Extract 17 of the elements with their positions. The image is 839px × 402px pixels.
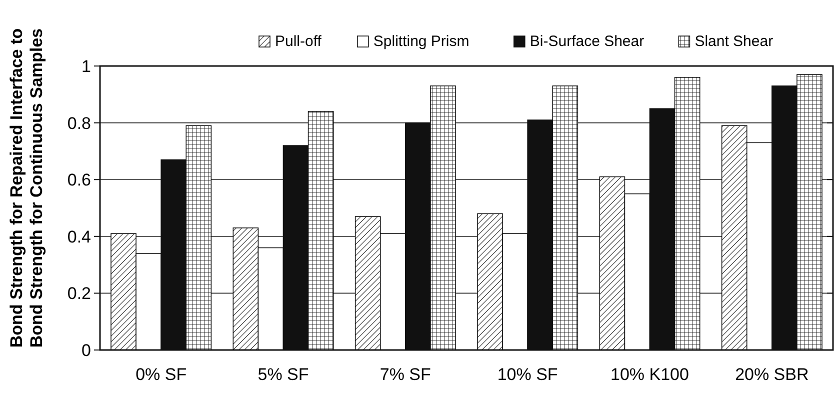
legend-label: Bi-Surface Shear — [530, 33, 644, 50]
y-tick-label: 0.6 — [67, 170, 91, 190]
y-tick-label: 0.2 — [67, 284, 91, 304]
legend-label: Pull-off — [275, 33, 322, 50]
x-tick-label: 5% SF — [258, 365, 309, 384]
legend-label: Slant Shear — [694, 33, 774, 50]
x-tick-label: 0% SF — [136, 365, 187, 384]
legend-label: Splitting Prism — [373, 33, 470, 50]
x-tick-label: 7% SF — [380, 365, 431, 384]
x-tick-label: 20% SBR — [735, 365, 809, 384]
y-tick-label: 1 — [82, 57, 91, 76]
y-tick-label: 0 — [82, 341, 91, 360]
y-axis-title: Bond Strength for Repaired Interface to Bond Strength for Continuous Samples — [7, 28, 46, 348]
x-tick-label: 10% SF — [497, 365, 558, 384]
x-tick-label: 10% K100 — [610, 365, 689, 384]
y-tick-label: 0.4 — [67, 227, 91, 246]
y-tick-label: 0.8 — [67, 114, 91, 133]
